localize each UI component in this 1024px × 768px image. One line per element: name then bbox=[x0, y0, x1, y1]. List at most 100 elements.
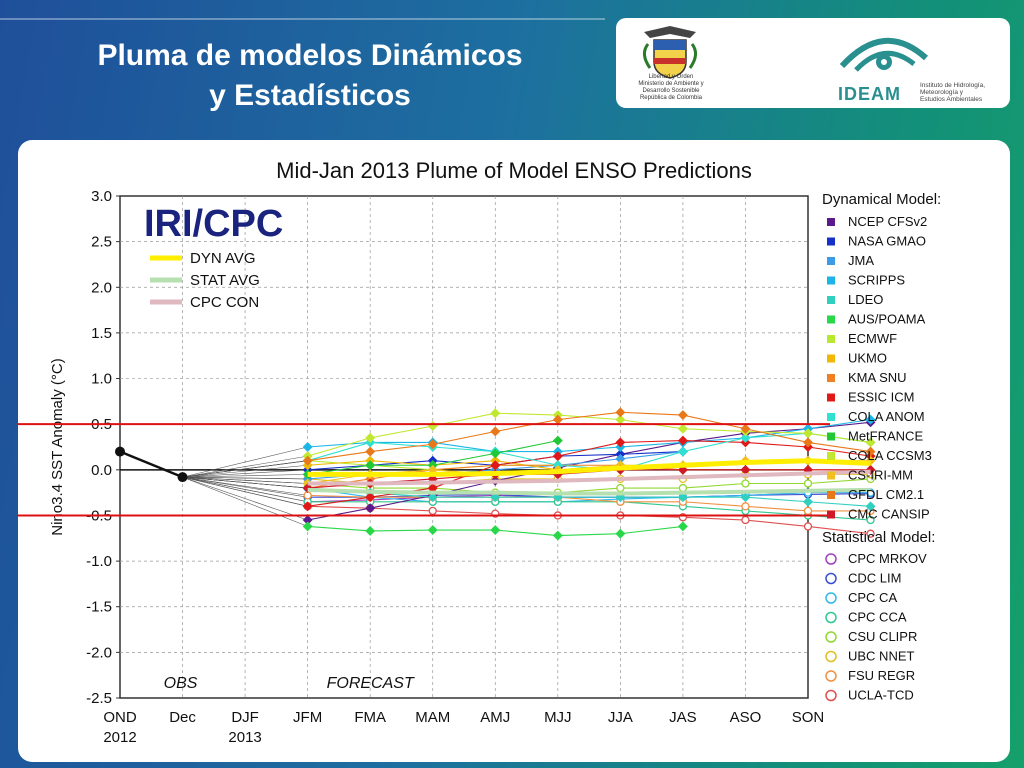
statistical-point bbox=[741, 515, 750, 525]
fan-line bbox=[182, 469, 308, 478]
statistical-legend-swatch bbox=[825, 572, 837, 585]
dynamical-point bbox=[427, 492, 438, 503]
fan-line bbox=[182, 460, 308, 478]
x-tick-label: Dec bbox=[169, 709, 196, 726]
dynamical-point bbox=[740, 432, 751, 443]
statistical-legend-label: FSU REGR bbox=[848, 668, 915, 683]
statistical-series-line bbox=[307, 478, 871, 494]
dynamical-point bbox=[865, 437, 876, 448]
dynamical-series-5 bbox=[302, 521, 688, 541]
dynamical-legend-label: LDEO bbox=[848, 292, 883, 307]
statistical-legend-label: CPC MRKOV bbox=[848, 551, 927, 566]
dynamical-legend-swatch bbox=[827, 432, 835, 441]
dynamical-legend-label: CMC CANSIP bbox=[848, 507, 930, 522]
average-legend-label: STAT AVG bbox=[190, 272, 260, 289]
x-tick-year-label: 2013 bbox=[228, 729, 261, 746]
dynamical-legend-label: UKMO bbox=[848, 351, 887, 366]
dynamical-point bbox=[302, 521, 313, 532]
dynamical-legend-swatch bbox=[827, 413, 835, 421]
fan-line bbox=[182, 476, 308, 480]
fan-line bbox=[182, 476, 308, 507]
statistical-legend-label: CSU CLIPR bbox=[848, 629, 917, 644]
statistical-legend-label: CPC CA bbox=[848, 590, 897, 605]
dynamical-point bbox=[740, 492, 751, 503]
x-tick-label: FMA bbox=[354, 709, 386, 726]
forecast-fan-lines bbox=[182, 446, 308, 527]
statistical-point bbox=[428, 506, 437, 516]
ideam-eye-icon bbox=[839, 37, 929, 72]
statistical-legend-swatch bbox=[825, 553, 837, 565]
dynamical-point bbox=[615, 528, 626, 539]
x-tick-label: AMJ bbox=[480, 709, 510, 726]
chart-title: Mid-Jan 2013 Plume of Model ENSO Predict… bbox=[276, 158, 752, 183]
colombia-seal-icon bbox=[643, 26, 697, 79]
dynamical-legend-label: JMA bbox=[848, 253, 874, 268]
ideam-subtitle: Instituto de Hidrología, Meteorología y … bbox=[920, 82, 986, 103]
dynamical-point bbox=[552, 435, 563, 446]
dynamical-point bbox=[365, 432, 376, 443]
dynamical-series-14 bbox=[302, 407, 876, 466]
fan-line bbox=[182, 476, 308, 521]
dynamical-point bbox=[740, 423, 751, 434]
average-line-0 bbox=[307, 458, 871, 477]
statistical-point bbox=[866, 529, 875, 538]
dynamical-legend-swatch bbox=[827, 315, 835, 324]
dynamical-legend-label: CS-IRI-MM bbox=[848, 468, 913, 483]
obs-label: OBS bbox=[164, 675, 198, 692]
dynamical-legend-label: ESSIC ICM bbox=[848, 390, 914, 405]
average-line-2 bbox=[307, 469, 871, 486]
dynamical-point bbox=[803, 428, 813, 439]
dynamical-point bbox=[490, 492, 501, 503]
dynamical-point bbox=[302, 455, 313, 466]
y-tick-label: -2.5 bbox=[86, 690, 112, 707]
dynamical-legend-label: GFDL CM2.1 bbox=[848, 487, 924, 502]
dynamical-point bbox=[365, 503, 376, 514]
dynamical-legend-swatch bbox=[827, 237, 835, 246]
fan-line bbox=[182, 476, 308, 496]
ministry-caption-text: Libertad y Orden Ministerio de Ambiente … bbox=[638, 74, 704, 101]
dynamical-point bbox=[740, 464, 751, 475]
slide-title-line-2: y Estadísticos bbox=[209, 79, 411, 112]
dynamical-legend-swatch bbox=[827, 276, 835, 285]
y-tick-label: -1.0 bbox=[86, 553, 112, 570]
dynamical-point bbox=[302, 442, 313, 452]
dynamical-point bbox=[490, 426, 501, 437]
statistical-legend-swatch bbox=[825, 650, 837, 663]
dynamical-point bbox=[490, 460, 501, 471]
logos-panel: Libertad y Orden Ministerio de Ambiente … bbox=[616, 18, 1010, 108]
fan-line bbox=[182, 476, 308, 489]
statistical-legend-header: Statistical Model: bbox=[822, 529, 935, 546]
dynamical-point bbox=[552, 530, 563, 541]
x-tick-year-label: 2012 bbox=[103, 729, 136, 746]
average-legend-label: CPC CON bbox=[190, 294, 259, 311]
dynamical-legend-swatch bbox=[827, 218, 835, 226]
dynamical-series-line bbox=[307, 487, 871, 507]
dynamical-point bbox=[552, 414, 563, 425]
dynamical-legend-swatch bbox=[827, 335, 835, 343]
y-tick-label: -1.5 bbox=[86, 599, 112, 616]
dynamical-legend-swatch bbox=[827, 452, 835, 460]
y-tick-label: 1.0 bbox=[91, 371, 112, 388]
statistical-legend-swatch bbox=[825, 611, 837, 624]
x-tick-label: JFM bbox=[293, 709, 322, 726]
fan-line bbox=[182, 455, 308, 478]
dynamical-legend-swatch bbox=[827, 471, 835, 480]
statistical-legend-label: CDC LIM bbox=[848, 571, 901, 586]
fan-line bbox=[182, 474, 308, 478]
dynamical-point bbox=[615, 414, 626, 425]
ideam-logo: IDEAM Instituto de Hidrología, Meteorolo… bbox=[834, 26, 1004, 104]
observed-line bbox=[119, 450, 184, 479]
enso-plume-chart: Mid-Jan 2013 Plume of Model ENSO Predict… bbox=[0, 158, 941, 746]
x-tick-label: MJJ bbox=[544, 709, 572, 726]
dynamical-legend-label: MetFRANCE bbox=[848, 429, 923, 444]
average-line-1 bbox=[307, 487, 871, 496]
dynamical-point bbox=[490, 525, 501, 536]
dynamical-point bbox=[865, 414, 876, 425]
dynamical-legend-swatch bbox=[827, 393, 835, 402]
chart-panel: Mid-Jan 2013 Plume of Model ENSO Predict… bbox=[0, 140, 1010, 762]
header-rule bbox=[0, 18, 605, 20]
y-tick-label: 0.0 bbox=[91, 462, 112, 479]
dynamical-legend-label: KMA SNU bbox=[848, 370, 907, 385]
x-tick-label: MAM bbox=[415, 709, 450, 726]
observed-point bbox=[115, 446, 125, 457]
